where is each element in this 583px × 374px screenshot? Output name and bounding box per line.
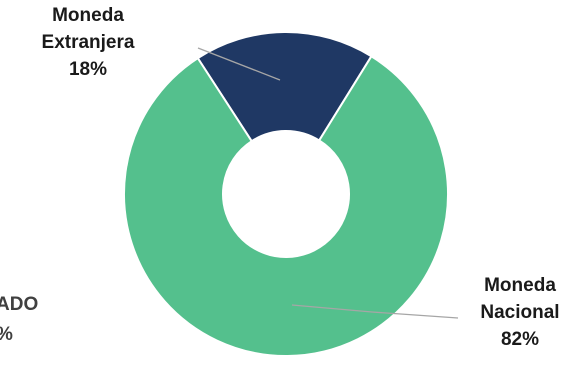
partial-label-line: ADO [0,294,39,315]
slice-label-moneda-extranjera: Moneda Extranjera 18% [28,2,148,83]
donut-slice-1 [123,54,449,357]
slice-percent: 82% [500,329,540,350]
slice-label-line: Moneda [52,5,124,26]
slice-label-moneda-nacional: Moneda Nacional 82% [461,272,579,353]
leader-line-1 [291,304,459,319]
slice-label-line: Extranjera [41,32,135,53]
slice-percent: 18% [68,59,108,80]
partial-label-line: % [0,320,38,350]
slice-label-line: Moneda [484,275,556,296]
donut-slice-0 [196,31,373,143]
partial-label-cut-off: ADO % [0,290,38,350]
leader-line-0 [197,47,281,81]
slice-label-line: Nacional [480,302,560,323]
